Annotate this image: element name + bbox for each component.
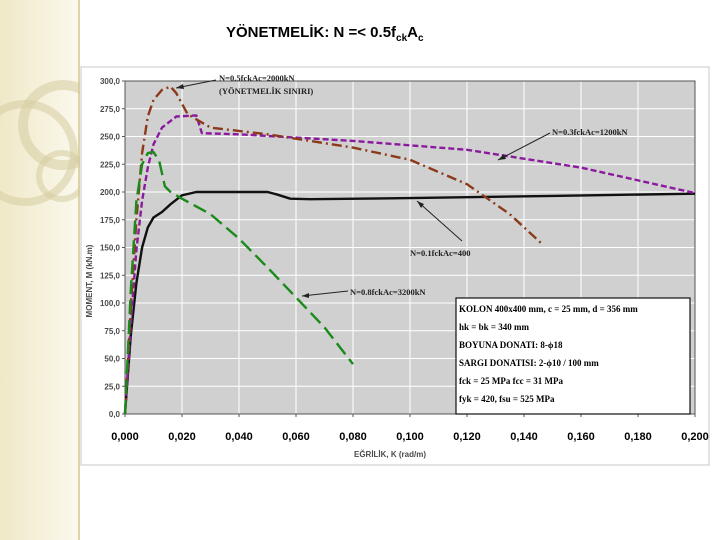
- y-axis-ticks: 0,0 25,0 50,0 75,0 100,0 125,0 150,0 175,0 200,0…: [100, 77, 125, 419]
- info-line: fck = 25 MPa fcc = 31 MPa: [459, 376, 563, 386]
- annotation-arrowhead: [302, 293, 309, 298]
- x-tick-label: 0,060: [282, 431, 310, 443]
- annotation-n01: N=0.1fckAc=400: [410, 200, 470, 258]
- x-tick-label: 0,000: [111, 431, 139, 443]
- page-title: YÖNETMELİK: N =< 0.5fckAc: [226, 24, 424, 44]
- y-tick-label: 100,0: [100, 299, 121, 308]
- annotation-arrowhead: [498, 154, 506, 160]
- series-line-1: [123, 114, 696, 415]
- x-axis-label: EĞRİLİK, K (rad/m): [354, 450, 426, 459]
- x-tick-label: 0,100: [396, 431, 424, 443]
- y-tick-label: 225,0: [100, 160, 121, 169]
- x-tick-label: 0,120: [453, 431, 481, 443]
- y-tick-label: 75,0: [104, 327, 120, 336]
- series-group: [123, 85, 696, 415]
- x-tick-label: 0,180: [624, 431, 652, 443]
- y-tick-label: 50,0: [104, 355, 120, 364]
- annotation-arrowhead: [176, 84, 184, 89]
- info-box-frame: [455, 297, 691, 415]
- x-tick-label: 0,080: [339, 431, 367, 443]
- y-axis-label: MOMENT, M (kN.m): [85, 244, 94, 317]
- annotation-n03-label: N=0.3fckAc=1200kN: [552, 127, 628, 137]
- series-line-0: [123, 190, 696, 415]
- x-tick-label: 0,020: [168, 431, 196, 443]
- y-tick-label: 275,0: [100, 105, 121, 114]
- annotation-n05-line2: (YÖNETMELİK SINIRI): [219, 86, 313, 96]
- y-tick-label: 200,0: [100, 188, 121, 197]
- annotation-n05: N=0.5fckAc=2000kN (YÖNETMELİK SINIRI): [175, 73, 313, 96]
- annotation-n05-line1: N=0.5fckAc=2000kN: [219, 73, 295, 83]
- left-divider: [78, 0, 80, 540]
- annotation-arrow: [416, 200, 463, 242]
- chart-frame-border: [80, 66, 710, 466]
- moment-curvature-chart: 0,0 25,0 50,0 75,0 100,0 125,0 150,0 175,0 200,0…: [80, 66, 710, 466]
- y-tick-label: 250,0: [100, 133, 121, 142]
- y-tick-label: 25,0: [104, 382, 120, 391]
- annotation-n08: N=0.8fckAc=3200kN: [301, 287, 426, 298]
- series-line-3: [123, 150, 354, 415]
- y-tick-label: 150,0: [100, 244, 121, 253]
- series-line-2: [123, 85, 542, 415]
- x-tick-label: 0,200: [681, 431, 709, 443]
- annotation-n08-label: N=0.8fckAc=3200kN: [350, 287, 426, 297]
- info-line: KOLON 400x400 mm, c = 25 mm, d = 356 mm: [459, 304, 638, 314]
- info-line: BOYUNA DONATI: 8-ϕ18: [459, 340, 563, 350]
- y-tick-label: 125,0: [100, 271, 121, 280]
- annotation-arrowhead: [417, 201, 424, 208]
- x-tick-label: 0,040: [225, 431, 253, 443]
- y-tick-label: 175,0: [100, 216, 121, 225]
- x-axis-ticks: 0,000 0,020 0,040 0,060 0,080 0,100 0,120 0,140…: [111, 414, 709, 443]
- annotation-arrow: [497, 132, 551, 161]
- info-line: fyk = 420, fsu = 525 MPa: [459, 394, 555, 404]
- annotation-n01-label: N=0.1fckAc=400: [410, 248, 470, 258]
- info-line: SARGI DONATISI: 2-ϕ10 / 100 mm: [459, 358, 599, 368]
- annotation-n03: N=0.3fckAc=1200kN: [497, 127, 628, 161]
- info-line: hk = bk = 340 mm: [459, 322, 530, 332]
- x-tick-label: 0,160: [567, 431, 595, 443]
- annotation-arrow: [301, 290, 349, 297]
- y-tick-label: 300,0: [100, 77, 121, 86]
- section-info-box: KOLON 400x400 mm, c = 25 mm, d = 356 mm …: [455, 297, 691, 415]
- y-tick-label: 0,0: [109, 410, 121, 419]
- x-tick-label: 0,140: [510, 431, 538, 443]
